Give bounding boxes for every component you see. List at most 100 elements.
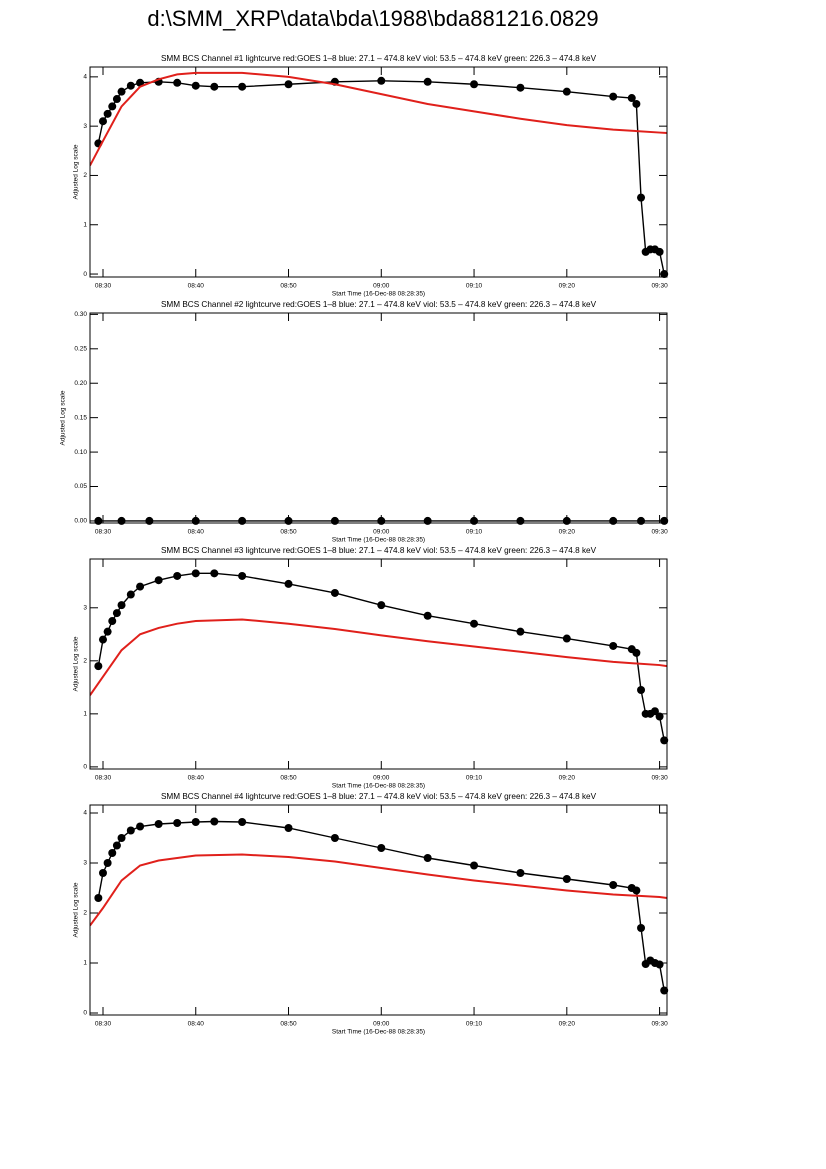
series-point (284, 579, 293, 588)
series-point (112, 609, 121, 618)
y-tick-label: 0 (83, 764, 87, 771)
panel-title: SMM BCS Channel #4 lightcurve red:GOES 1… (161, 792, 597, 801)
series-point (238, 571, 247, 580)
series-point (470, 80, 479, 89)
x-tick-label: 08:50 (280, 529, 297, 536)
series-point (191, 818, 200, 826)
x-tick-label: 09:10 (466, 529, 483, 536)
series-point (210, 817, 219, 826)
y-tick-label: 0 (83, 1010, 87, 1017)
x-axis-label: Start Time (16-Dec-88 08:28:35) (332, 537, 425, 544)
y-tick-label: 3 (83, 123, 87, 130)
x-tick-label: 08:50 (280, 283, 297, 290)
series-point (210, 569, 219, 578)
x-tick-label: 08:40 (188, 775, 205, 782)
series-line (90, 853, 668, 927)
x-tick-label: 08:30 (95, 283, 112, 290)
series-point (330, 834, 339, 842)
x-tick-label: 09:30 (651, 283, 668, 290)
y-tick-label: 1 (83, 221, 87, 228)
series-point (108, 617, 117, 626)
series-point (632, 886, 641, 895)
series-point (191, 516, 200, 525)
series-point (126, 826, 135, 835)
series-point (191, 81, 200, 90)
series-point (94, 516, 103, 525)
series-point (470, 861, 479, 870)
series-point (655, 960, 664, 969)
y-axis-label: Adjusted Log scale (73, 636, 80, 691)
y-tick-label: 3 (83, 860, 87, 867)
series-point (112, 95, 121, 104)
series-point (173, 819, 182, 827)
y-tick-label: 0.15 (74, 414, 87, 421)
series-point (637, 516, 646, 525)
x-tick-label: 08:30 (95, 1021, 112, 1028)
y-tick-label: 1 (83, 711, 87, 718)
x-tick-label: 08:30 (95, 775, 112, 782)
series-point (516, 627, 525, 636)
x-tick-label: 09:00 (373, 1021, 390, 1028)
series-point (655, 247, 664, 256)
series-point (660, 736, 669, 745)
series-point (650, 707, 659, 716)
series-point (94, 662, 103, 671)
series-point (562, 875, 571, 883)
series-point (103, 109, 112, 118)
series-point (136, 78, 145, 87)
series-point (470, 516, 479, 525)
x-tick-label: 09:30 (651, 1021, 668, 1028)
x-tick-label: 09:00 (373, 775, 390, 782)
series-point (470, 619, 479, 628)
series-point (637, 193, 646, 202)
y-axis-label: Adjusted Log scale (60, 390, 67, 445)
series-point (94, 894, 103, 902)
series-point (330, 516, 339, 525)
y-tick-label: 0 (83, 271, 87, 278)
series-point (423, 77, 432, 86)
x-tick-label: 09:20 (559, 1021, 576, 1028)
x-tick-label: 09:20 (559, 775, 576, 782)
panel-title: SMM BCS Channel #1 lightcurve red:GOES 1… (161, 54, 597, 63)
y-tick-label: 2 (83, 910, 87, 917)
series-point (609, 516, 618, 525)
series-line (97, 80, 665, 275)
series-point (377, 76, 386, 85)
page-title: d:\SMM_XRP\data\bda\1988\bda881216.0829 (147, 6, 598, 31)
series-point (562, 634, 571, 643)
series-point (108, 849, 117, 857)
x-tick-label: 09:10 (466, 283, 483, 290)
y-tick-label: 0.20 (74, 380, 87, 387)
series-point (423, 854, 432, 862)
x-tick-label: 08:40 (188, 1021, 205, 1028)
series-point (238, 516, 247, 525)
series-point (126, 590, 135, 599)
series-point (103, 627, 112, 636)
series-point (136, 822, 145, 831)
series-point (117, 601, 126, 610)
series-point (191, 569, 200, 578)
x-tick-label: 08:30 (95, 529, 112, 536)
panel-title: SMM BCS Channel #2 lightcurve red:GOES 1… (161, 300, 597, 309)
series-point (103, 859, 112, 867)
series-point (238, 818, 247, 826)
series-point (637, 924, 646, 932)
series-point (284, 80, 293, 89)
series-point (173, 571, 182, 580)
series-point (632, 99, 641, 108)
series-point (562, 87, 571, 96)
series-point (377, 844, 386, 852)
series-point (655, 712, 664, 721)
series-point (516, 516, 525, 525)
y-tick-label: 4 (83, 810, 87, 817)
series-point (562, 516, 571, 525)
x-tick-label: 09:20 (559, 529, 576, 536)
y-axis-label: Adjusted Log scale (73, 144, 80, 199)
series-point (284, 824, 293, 832)
y-tick-label: 0.10 (74, 449, 87, 456)
x-tick-label: 09:00 (373, 283, 390, 290)
series-point (516, 83, 525, 92)
series-point (136, 582, 145, 591)
